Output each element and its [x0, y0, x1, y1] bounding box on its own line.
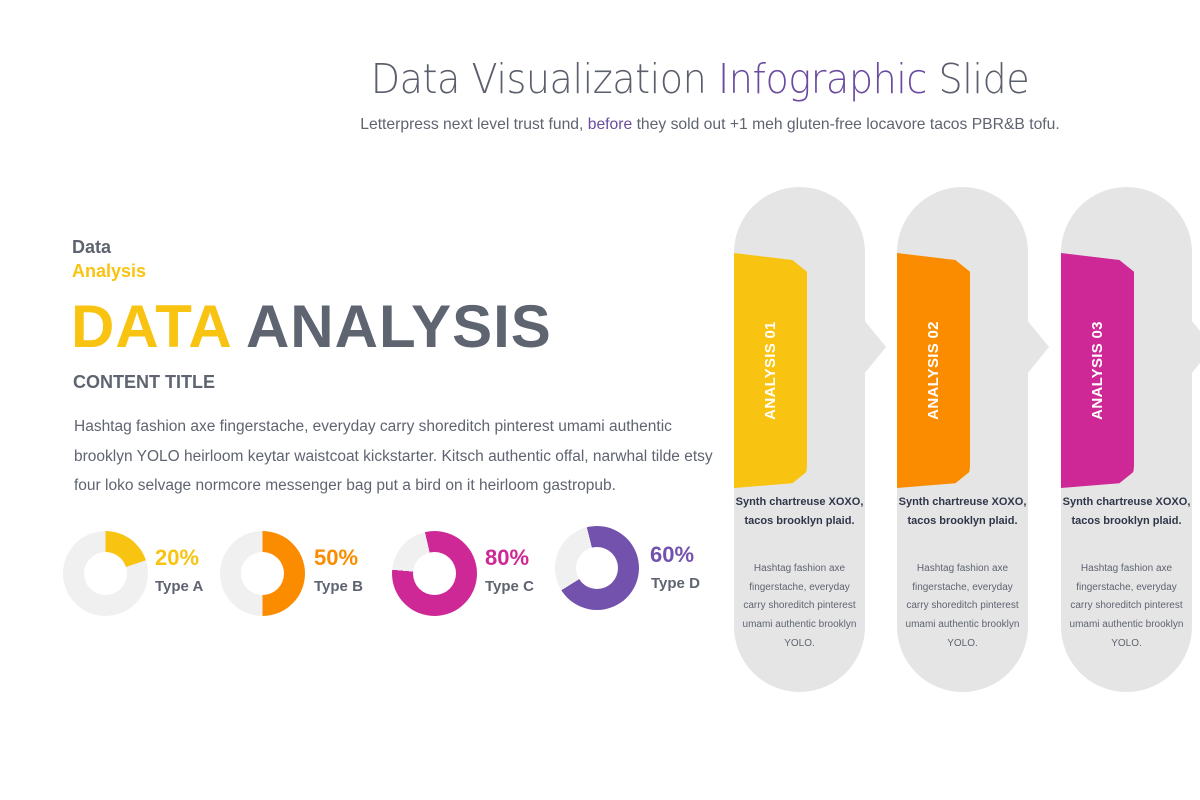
slide-title: Data Visualization Infographic Slide [40, 55, 1200, 103]
body-paragraph: Hashtag fashion axe fingerstache, everyd… [74, 418, 713, 494]
donut-pct-d: 60% [650, 542, 695, 567]
donut-pct-b: 50% [314, 545, 359, 570]
pill-arrow-3 [1191, 320, 1200, 374]
subtitle-part-2: they sold out +1 meh gluten-free locavor… [632, 116, 1060, 133]
content-title: CONTENT TITLE [73, 372, 215, 392]
pill-arrow-2 [1027, 320, 1049, 374]
donut-label-d: Type D [651, 575, 700, 592]
analysis-tab-label-03: ANALYSIS 03 [1089, 321, 1106, 420]
subtitle-accent: before [587, 116, 633, 133]
donut-pct-a: 20% [155, 545, 200, 570]
analysis-body-02: Hashtag fashion axe fingerstache, everyd… [905, 563, 1020, 649]
donut-label-b: Type B [314, 578, 363, 595]
analysis-tab-label-02: ANALYSIS 02 [925, 321, 942, 420]
analysis-heading-02: Synth chartreuse XOXO, tacos brooklyn pl… [898, 496, 1027, 527]
analysis-card-03: ANALYSIS 03 Synth chartreuse XOXO, tacos… [1061, 187, 1192, 692]
donut-chart-type-a [63, 531, 148, 616]
slide-subtitle: Letterpress next level trust fund, befor… [14, 116, 1200, 134]
analysis-tab-03: ANALYSIS 03 [1061, 253, 1134, 488]
analysis-card-01: ANALYSIS 01 Synth chartreuse XOXO, tacos… [734, 187, 865, 692]
title-part-1: Data Visualization [370, 55, 719, 103]
analysis-tab-01: ANALYSIS 01 [734, 253, 807, 488]
subtitle-part-1: Letterpress next level trust fund, [360, 116, 588, 133]
title-part-2: Slide [926, 55, 1030, 103]
analysis-body-03: Hashtag fashion axe fingerstache, everyd… [1069, 563, 1184, 649]
analysis-tab-02: ANALYSIS 02 [897, 253, 970, 488]
analysis-card-02: ANALYSIS 02 Synth chartreuse XOXO, tacos… [897, 187, 1028, 692]
section-title-yellow: DATA [71, 293, 231, 360]
analysis-heading-03: Synth chartreuse XOXO, tacos brooklyn pl… [1062, 496, 1191, 527]
donut-chart-type-c [392, 531, 477, 616]
section-title-gray: ANALYSIS [230, 293, 552, 360]
section-title: DATA ANALYSIS [71, 292, 552, 361]
donut-label-a: Type A [155, 578, 204, 595]
donut-chart-type-b [220, 531, 305, 616]
donut-chart-type-d [555, 526, 639, 610]
pill-arrow-1 [864, 320, 886, 374]
analysis-heading-01: Synth chartreuse XOXO, tacos brooklyn pl… [735, 496, 864, 527]
analysis-body-01: Hashtag fashion axe fingerstache, everyd… [742, 563, 857, 649]
title-accent: Infographic [718, 55, 927, 103]
kicker-analysis: Analysis [72, 261, 147, 281]
donut-label-c: Type C [485, 578, 534, 595]
donut-pct-c: 80% [485, 545, 530, 570]
kicker-data: Data [72, 237, 112, 257]
analysis-tab-label-01: ANALYSIS 01 [762, 321, 779, 420]
